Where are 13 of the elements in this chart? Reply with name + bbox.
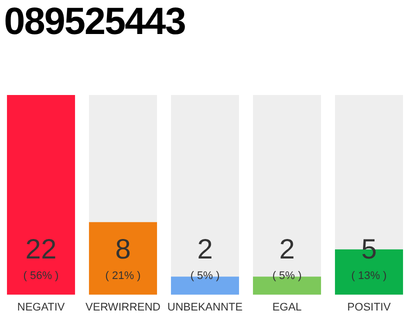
x-tick-label: NEGATIV bbox=[17, 301, 66, 314]
data-label: 8 bbox=[115, 234, 131, 265]
data-label: 22 bbox=[25, 234, 57, 265]
annotation: ( 21% ) bbox=[105, 270, 141, 282]
x-tick-label: EGAL bbox=[272, 301, 302, 314]
data-label: 2 bbox=[279, 234, 295, 265]
x-tick-label: POSITIV bbox=[347, 301, 392, 314]
x-tick-label: UNBEKANNTE bbox=[167, 301, 243, 314]
annotation: ( 13% ) bbox=[351, 270, 387, 282]
data-label: 2 bbox=[197, 234, 213, 265]
chart-title: 089525443 bbox=[4, 0, 186, 44]
annotation: ( 56% ) bbox=[23, 270, 59, 282]
x-tick-label: VERWIRREND bbox=[86, 301, 161, 314]
